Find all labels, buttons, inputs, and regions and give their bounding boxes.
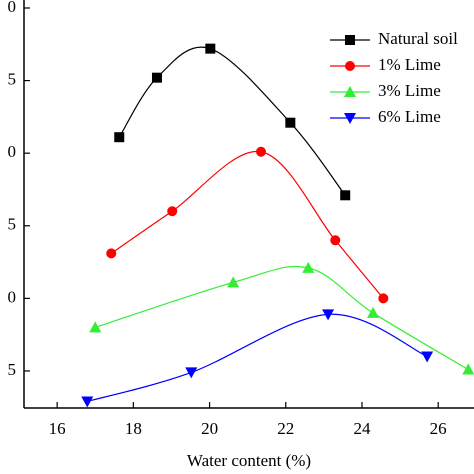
marker <box>285 117 296 128</box>
x-tick-label: 18 <box>125 419 142 438</box>
marker <box>106 248 117 259</box>
series-line <box>87 313 428 403</box>
x-tick-label: 22 <box>277 419 294 438</box>
marker <box>340 190 351 201</box>
legend-label: Natural soil <box>378 29 458 48</box>
x-axis-label: Water content (%) <box>187 451 311 470</box>
marker <box>89 321 102 333</box>
legend-marker <box>345 61 355 71</box>
marker <box>330 235 341 246</box>
series-line <box>95 265 469 371</box>
marker <box>462 363 474 375</box>
legend-label: 1% Lime <box>378 55 441 74</box>
marker <box>114 132 125 143</box>
marker <box>302 261 315 273</box>
marker <box>256 146 267 157</box>
marker <box>367 306 380 318</box>
y-tick-label: 0 <box>8 142 17 161</box>
marker <box>421 351 434 363</box>
y-tick-label: 5 <box>8 215 17 234</box>
marker <box>167 206 178 217</box>
x-tick-label: 26 <box>430 419 447 438</box>
marker <box>81 396 94 408</box>
marker <box>227 276 240 288</box>
legend-marker <box>344 86 356 97</box>
series-line <box>118 46 346 196</box>
legend-marker <box>344 113 356 124</box>
x-tick-label: 24 <box>353 419 371 438</box>
marker <box>378 293 389 304</box>
legend-marker <box>345 35 355 45</box>
marker <box>322 309 335 321</box>
marker <box>151 72 162 83</box>
marker <box>205 43 216 54</box>
y-tick-label: 5 <box>8 360 17 379</box>
legend-label: 3% Lime <box>378 81 441 100</box>
y-tick-label: 5 <box>8 69 17 88</box>
legend-label: 6% Lime <box>378 107 441 126</box>
y-tick-label: 0 <box>8 0 17 16</box>
series-line <box>110 151 384 299</box>
marker <box>185 367 198 379</box>
x-tick-label: 16 <box>49 419 66 438</box>
x-tick-label: 20 <box>201 419 218 438</box>
y-tick-label: 0 <box>8 287 17 306</box>
